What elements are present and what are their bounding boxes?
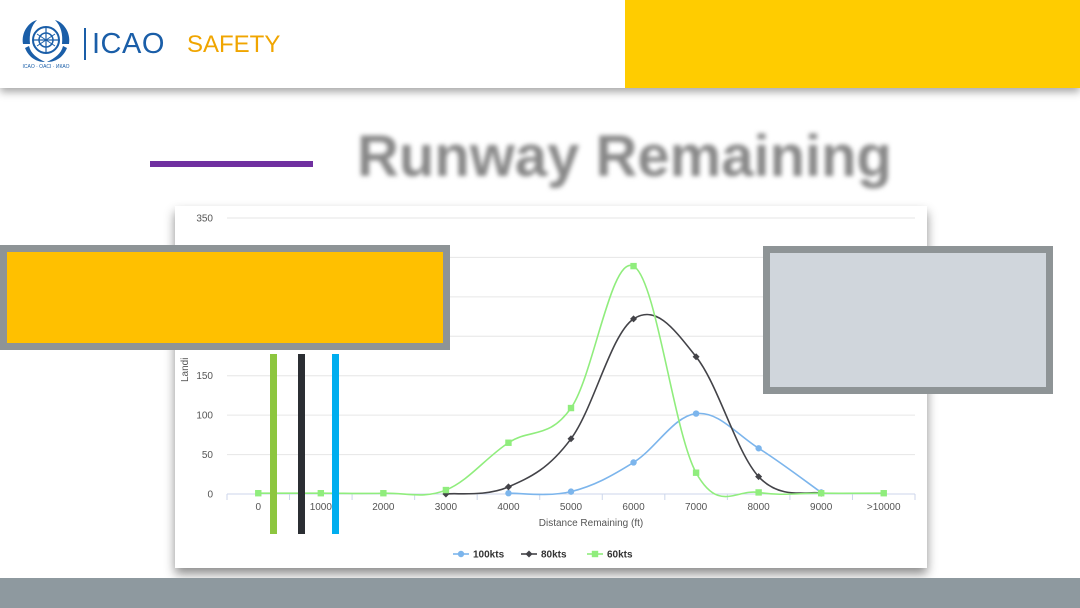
x-tick-label: >10000: [867, 502, 901, 513]
y-tick-label: 50: [202, 450, 214, 461]
header-accent-block: [625, 0, 1080, 88]
title-accent-line: [150, 161, 313, 167]
legend-symbol-60kts: [591, 550, 599, 558]
logo-divider: [84, 28, 86, 60]
data-point-100kts: [692, 410, 700, 417]
data-point-100kts: [567, 488, 575, 495]
data-point-80kts: [567, 435, 575, 443]
data-point-60kts: [692, 469, 700, 476]
legend-symbol-100kts: [457, 550, 465, 558]
emblem-text: ICAO · OACI · ИКАО: [23, 64, 70, 70]
x-tick-label: 7000: [685, 502, 708, 513]
data-point-60kts: [380, 490, 387, 497]
slide-header: ICAO · OACI · ИКАО ICAO SAFETY: [0, 0, 1080, 88]
data-point-60kts: [442, 486, 450, 494]
y-tick-label: 0: [207, 490, 213, 501]
x-tick-label: 6000: [622, 502, 645, 513]
data-point-80kts: [755, 473, 763, 481]
data-point-60kts: [755, 489, 762, 496]
data-point-100kts: [505, 490, 512, 497]
data-point-100kts: [755, 445, 762, 452]
black-marker: [298, 354, 305, 534]
x-tick-label: 2000: [372, 502, 395, 513]
data-point-60kts: [255, 490, 262, 497]
y-tick-label: 150: [196, 371, 213, 382]
blue-marker: [332, 354, 339, 534]
grey-overlay-box: [763, 246, 1053, 394]
data-point-80kts: [630, 315, 638, 323]
y-axis-label: Landi: [180, 358, 191, 382]
icao-emblem-icon: ICAO · OACI · ИКАО: [23, 20, 70, 70]
y-tick-label: 350: [196, 214, 213, 225]
x-tick-label: 3000: [435, 502, 458, 513]
slide-title: Runway Remaining: [357, 124, 892, 189]
data-point-60kts: [505, 439, 512, 446]
data-point-60kts: [567, 404, 575, 412]
data-point-60kts: [817, 490, 825, 497]
slide-footer: [0, 578, 1080, 608]
legend-label-80kts: 80kts: [541, 550, 567, 561]
x-tick-label: 5000: [560, 502, 583, 513]
series-line-100kts: [508, 412, 822, 496]
x-tick-label: 0: [255, 502, 261, 513]
x-axis-label: Distance Remaining (ft): [539, 518, 643, 529]
legend-label-100kts: 100kts: [473, 550, 505, 561]
section-label: SAFETY: [187, 31, 281, 58]
x-tick-label: 9000: [810, 502, 833, 513]
data-point-60kts: [317, 490, 325, 497]
green-marker: [270, 354, 277, 534]
data-point-60kts: [880, 490, 887, 497]
y-tick-label: 100: [196, 411, 213, 422]
yellow-overlay-box: [0, 245, 450, 350]
legend-label-60kts: 60kts: [607, 550, 633, 561]
data-point-80kts: [504, 483, 512, 491]
data-point-100kts: [630, 459, 637, 466]
x-tick-label: 1000: [310, 502, 333, 513]
legend-symbol-80kts: [525, 550, 533, 558]
data-point-60kts: [630, 262, 637, 270]
x-tick-label: 8000: [748, 502, 771, 513]
icao-logo-text: ICAO: [92, 28, 165, 60]
x-tick-label: 4000: [497, 502, 520, 513]
data-point-80kts: [692, 353, 700, 361]
